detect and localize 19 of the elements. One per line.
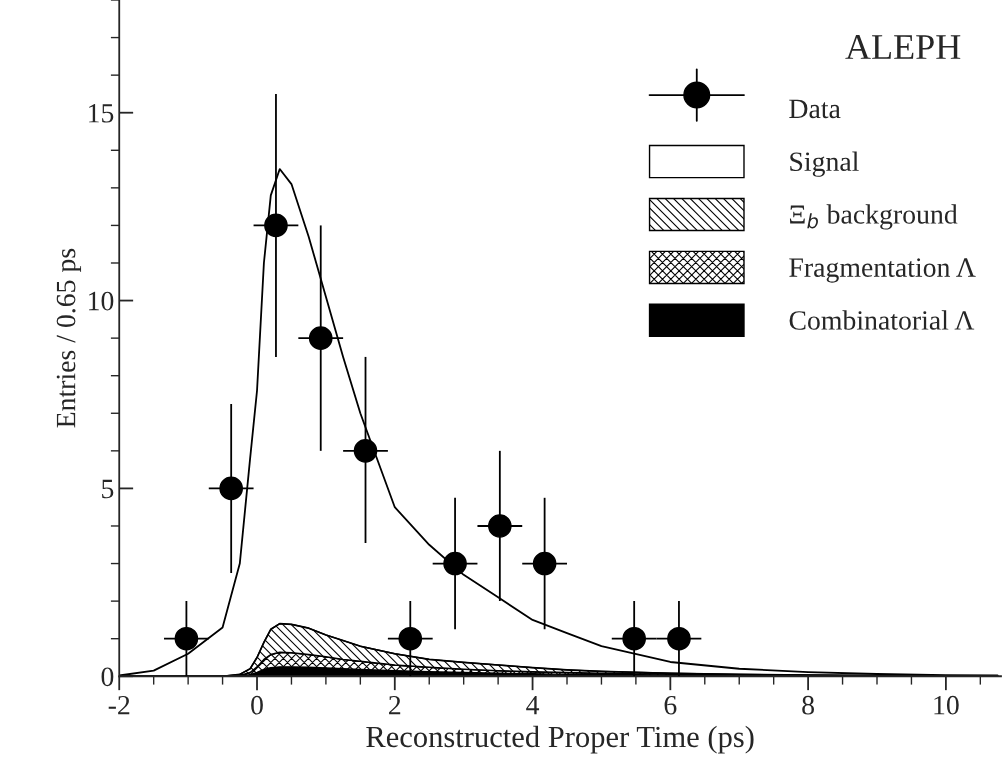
legend-label: Data <box>789 99 841 119</box>
legend-label: Signal <box>790 151 859 177</box>
y-tick-label: 10 <box>89 291 114 311</box>
legend-label: Combinatorial Λ <box>789 310 975 330</box>
x-tick-label: 2 <box>389 695 401 715</box>
x-tick-label: 0 <box>251 695 263 715</box>
x-tick-label: 8 <box>802 695 814 715</box>
y-axis-title: Entries / 0.65 ps <box>56 248 82 428</box>
x-axis-title: Reconstructed Proper Time (ps) <box>366 725 754 754</box>
y-tick-label: 0 <box>101 667 114 687</box>
x-tick-label: 10 <box>934 695 959 715</box>
annotation: ALEPH <box>845 35 961 59</box>
y-tick-label: 5 <box>102 479 114 499</box>
x-tick-label: 4 <box>526 696 540 715</box>
y-tick-label: 15 <box>89 104 114 123</box>
x-tick-label: 6 <box>664 695 677 715</box>
legend-label: Fragmentation Λ <box>789 258 976 283</box>
legend-label: Ξ$_{b}$ background <box>789 204 958 230</box>
x-tick-label: -2 <box>108 695 130 715</box>
